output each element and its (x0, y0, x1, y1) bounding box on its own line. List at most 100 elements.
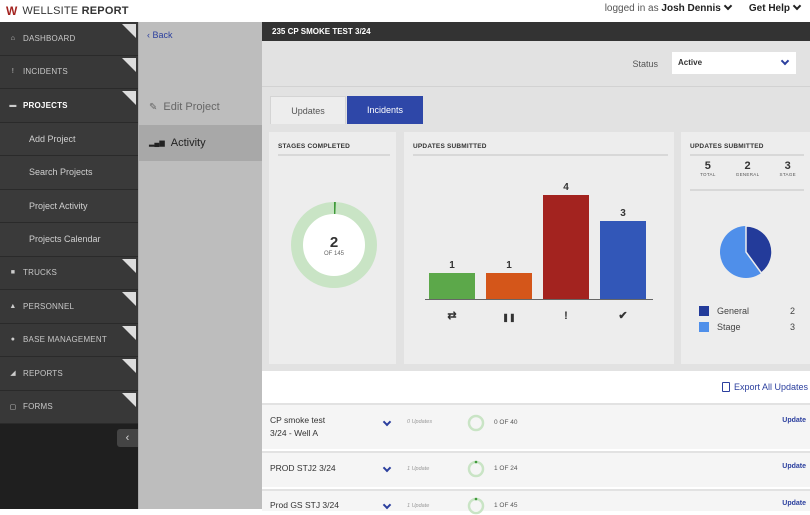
home-icon: ⌂ (10, 34, 16, 42)
project-name[interactable]: Prod GS STJ 3/24 (270, 500, 339, 510)
project-list: Export All Updates CP smoke test 3/24 - … (262, 371, 810, 515)
expand-corner-icon (122, 57, 136, 72)
bar-check (600, 221, 646, 299)
status-select[interactable]: Active (672, 52, 796, 74)
pause-icon: ❚❚ (502, 313, 516, 322)
stat-stage: 3 STAGE (779, 160, 796, 177)
bar-chart-icon: ◢ (10, 370, 16, 378)
project-name[interactable]: CP smoke test 3/24 - Well A (270, 415, 326, 438)
chevron-left-icon: ‹ (125, 432, 130, 444)
status-label: Status (632, 59, 658, 69)
update-button[interactable]: Update (782, 417, 806, 424)
sidebar: ⌂ Dashboard ! Incidents ▬ Projects Add P… (0, 22, 138, 509)
divider (690, 189, 804, 191)
logo-mark-icon: W (6, 4, 17, 18)
export-all-updates-link[interactable]: Export All Updates (721, 382, 808, 392)
summary-cards: STAGES COMPLETED 2 OF 145 UPDATES SUBMIT… (262, 124, 810, 371)
divider (413, 154, 668, 156)
file-export-icon (721, 382, 730, 392)
divider (278, 154, 390, 156)
form-icon: ▢ (9, 403, 17, 411)
update-count: 1 Update (407, 466, 430, 472)
user-menu[interactable]: logged in as Josh Dennis (605, 1, 733, 14)
activity-link[interactable]: ▂▄▆ Activity (139, 125, 263, 161)
back-link[interactable]: ‹ Back (147, 30, 173, 40)
project-subpanel: ‹ Back ✎ Edit Project ▂▄▆ Activity (138, 22, 263, 509)
expand-corner-icon (122, 359, 136, 373)
chevron-down-icon[interactable] (382, 500, 392, 510)
card-title: STAGES COMPLETED (278, 143, 351, 150)
main-content: 235 CP SMOKE TEST 3/24 Status Active Upd… (262, 22, 810, 515)
donut-center: 2 OF 145 (291, 202, 377, 288)
progress-ring (467, 460, 485, 478)
stat-general: 2 GENERAL (735, 160, 760, 177)
chevron-down-icon (780, 56, 790, 66)
tab-incidents[interactable]: Incidents (347, 96, 423, 124)
sidebar-item-incidents[interactable]: ! Incidents (0, 55, 138, 89)
legend-item-stage: Stage 3 (699, 319, 795, 335)
bar-value: 4 (563, 182, 569, 193)
update-button[interactable]: Update (782, 500, 806, 507)
stages-total: OF 145 (323, 250, 344, 257)
card-title: UPDATES SUBMITTED (413, 143, 487, 150)
tabs-row: Updates Incidents (262, 87, 810, 124)
expand-corner-icon (122, 24, 136, 38)
progress-text: 0 OF 40 (494, 419, 518, 426)
tab-updates[interactable]: Updates (270, 96, 346, 124)
top-bar: W WELLSITE REPORT logged in as Josh Denn… (0, 0, 810, 22)
sidebar-subitem-project-activity[interactable]: Project Activity (0, 189, 138, 223)
progress-ring (467, 414, 485, 432)
chevron-down-icon[interactable] (382, 463, 392, 473)
stages-donut-chart (291, 202, 377, 288)
sidebar-item-base-management[interactable]: ● Base Management (0, 323, 138, 357)
chevron-down-icon (792, 1, 802, 11)
app-name: WELLSITE REPORT (22, 5, 129, 17)
sidebar-item-personnel[interactable]: ▲ Personnel (0, 290, 138, 324)
progress-text: 1 OF 24 (494, 465, 518, 472)
stages-completed-value: 2 (329, 233, 339, 251)
expand-corner-icon (122, 392, 136, 407)
bar-value: 1 (449, 260, 455, 271)
user-name: Josh Dennis (661, 3, 721, 14)
stat-total: 5 TOTAL (700, 160, 716, 177)
expand-corner-icon (122, 91, 136, 105)
sidebar-item-reports[interactable]: ◢ Reports (0, 357, 138, 391)
truck-icon: ■ (10, 269, 16, 277)
bar-refresh (429, 273, 475, 299)
card-title: UPDATES SUBMITTED (690, 143, 764, 150)
app-logo[interactable]: W WELLSITE REPORT (6, 4, 129, 18)
legend-item-general: General 2 (699, 303, 795, 319)
stages-completed-card: STAGES COMPLETED 2 OF 145 (269, 132, 396, 364)
sidebar-item-dashboard[interactable]: ⌂ Dashboard (0, 22, 138, 56)
folder-icon: ▬ (9, 101, 17, 109)
exclamation-icon: ! (564, 310, 568, 322)
bar-value: 1 (506, 260, 512, 271)
sidebar-item-trucks[interactable]: ■ Trucks (0, 256, 138, 290)
updates-bar-chart: 1 1 4 3 ⇄ ❚❚ ! ✔ (424, 162, 654, 362)
pie-legend: General 2 Stage 3 (699, 303, 795, 335)
legend-swatch (699, 322, 709, 332)
signal-bars-icon: ▂▄▆ (149, 140, 165, 147)
update-count: 0 Updates (407, 419, 433, 425)
sidebar-item-forms[interactable]: ▢ Forms (0, 390, 138, 424)
bar-exclamation (543, 195, 589, 299)
sidebar-subitem-search-projects[interactable]: Search Projects (0, 156, 138, 190)
sidebar-subitem-projects-calendar[interactable]: Projects Calendar (0, 223, 138, 257)
sidebar-item-projects[interactable]: ▬ Projects (0, 89, 138, 123)
help-menu[interactable]: Get Help (749, 1, 802, 14)
expand-corner-icon (122, 325, 136, 340)
chevron-down-icon[interactable] (382, 417, 392, 427)
sidebar-subitem-add-project[interactable]: Add Project (0, 122, 138, 156)
project-name[interactable]: PROD STJ2 3/24 (270, 463, 336, 473)
list-item: CP smoke test 3/24 - Well A 0 Updates 0 … (262, 403, 810, 449)
edit-project-link[interactable]: ✎ Edit Project (149, 101, 220, 113)
update-button[interactable]: Update (782, 463, 806, 470)
person-icon: ▲ (9, 302, 17, 310)
legend-swatch (699, 306, 709, 316)
collapse-sidebar-button[interactable]: ‹ (117, 429, 138, 447)
expand-corner-icon (122, 292, 136, 306)
user-area: logged in as Josh Dennis Get Help (605, 1, 802, 14)
status-row: Status Active (262, 41, 810, 87)
pencil-icon: ✎ (149, 101, 158, 113)
exclamation-icon: ! (11, 68, 15, 76)
